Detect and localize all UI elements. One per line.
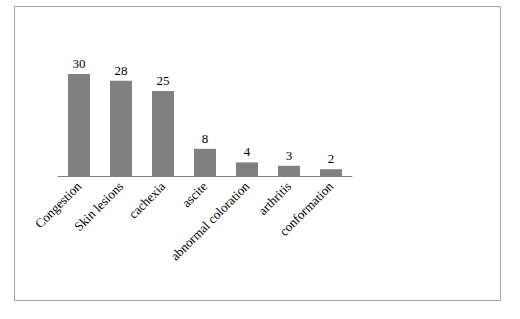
svg-text:4: 4 [244,144,251,159]
svg-text:25: 25 [157,73,170,88]
svg-text:Congestion: Congestion [31,178,85,232]
svg-text:2: 2 [328,151,335,166]
svg-text:30: 30 [73,56,86,71]
svg-text:abnormal coloration: abnormal coloration [168,178,253,263]
svg-text:cachexia: cachexia [126,179,169,222]
svg-text:conformation: conformation [276,178,336,238]
svg-text:28: 28 [115,63,128,78]
svg-text:Skin lesions: Skin lesions [71,179,126,234]
svg-text:8: 8 [202,131,209,146]
svg-text:3: 3 [286,148,293,163]
svg-text:ascite: ascite [179,179,211,211]
svg-text:arthritis: arthritis [255,179,294,218]
